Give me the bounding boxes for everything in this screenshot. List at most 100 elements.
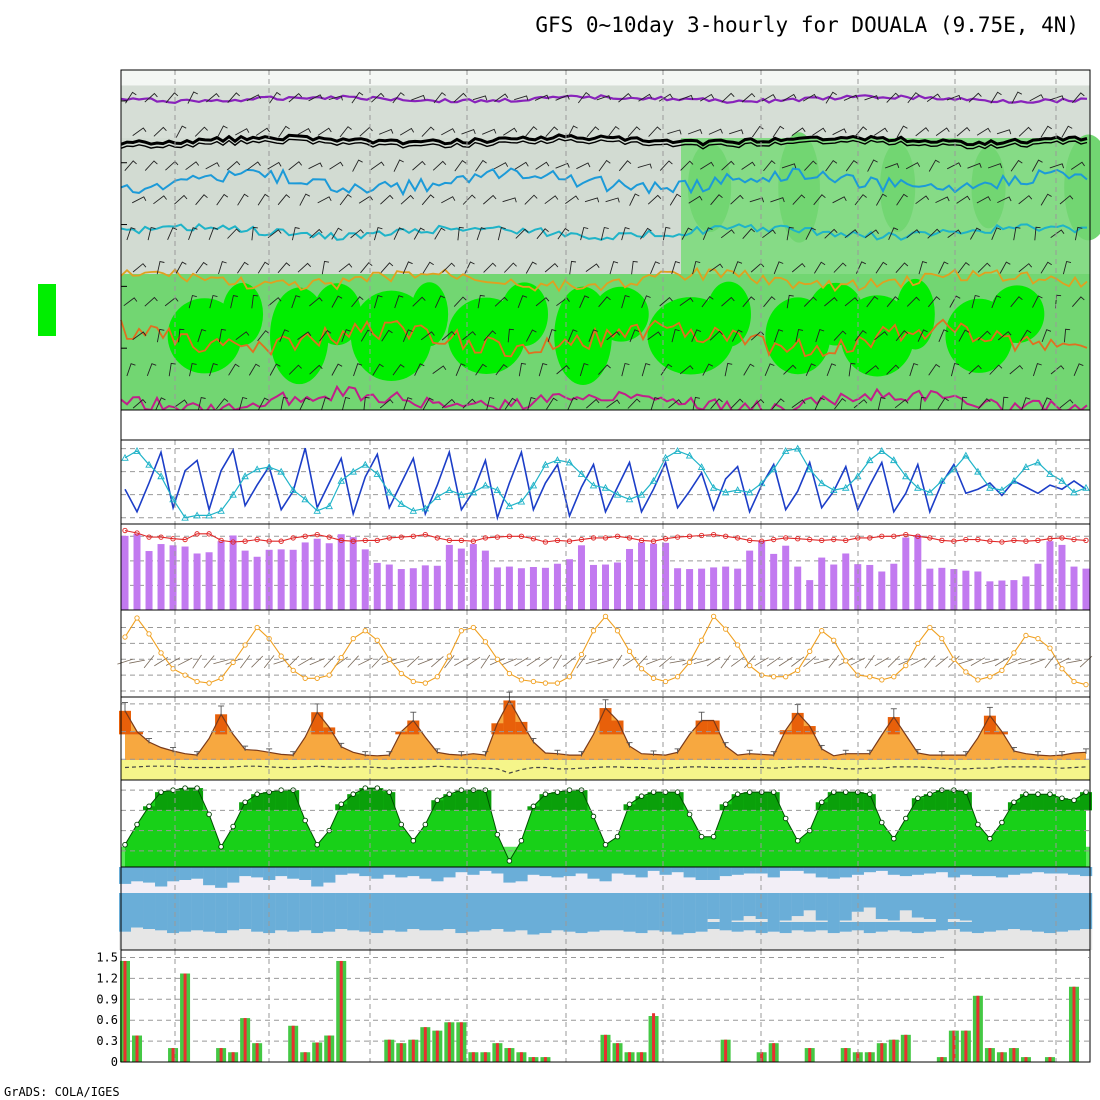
wind-barb xyxy=(825,91,837,104)
cape-bar xyxy=(614,562,622,610)
thickness-marker xyxy=(253,465,261,473)
wind-speed-marker xyxy=(158,650,164,656)
cloud-bar-high xyxy=(335,867,348,875)
wind-barb-10m xyxy=(501,658,517,666)
cloud-gap xyxy=(299,930,312,950)
cloud-bar-middle xyxy=(227,893,240,922)
cape-bar xyxy=(1034,563,1042,610)
lifted-index-marker xyxy=(254,536,260,543)
wind-barb xyxy=(486,396,495,411)
cape-bar xyxy=(770,553,778,610)
wind-barb xyxy=(960,396,968,411)
wind-barb xyxy=(833,262,847,273)
precip-convective-bar xyxy=(976,995,980,1062)
wind-speed-marker xyxy=(230,659,236,666)
wind-barb-10m xyxy=(1018,659,1034,665)
wind-barb xyxy=(763,296,776,308)
cloud-bar-high xyxy=(383,867,396,875)
wind-barb xyxy=(978,398,991,410)
cloud-bar-low xyxy=(347,922,360,931)
wind-barb xyxy=(854,194,867,206)
wind-barb xyxy=(441,398,456,409)
rh-high-band xyxy=(923,794,936,811)
wind-barb xyxy=(329,161,344,170)
wind-speed-marker xyxy=(999,667,1005,674)
wind-barb xyxy=(278,125,290,138)
thickness-marker xyxy=(373,469,382,477)
cape-bar xyxy=(313,538,321,610)
thickness-marker xyxy=(986,483,994,491)
thickness-marker xyxy=(613,490,622,498)
wind-barb xyxy=(761,93,776,102)
wind-barb xyxy=(126,227,136,241)
wind-speed-marker xyxy=(146,631,152,637)
wind-barb xyxy=(1031,159,1043,172)
lifted-index-marker xyxy=(230,539,236,545)
rh-marker xyxy=(1011,799,1017,806)
wind-barb xyxy=(442,262,456,273)
wind-barb xyxy=(556,364,570,375)
cloud-gap xyxy=(827,933,840,950)
cloud-bar-low xyxy=(455,922,468,934)
thickness-marker xyxy=(962,451,970,459)
precip-convective-bar xyxy=(1048,1057,1052,1062)
thickness-marker xyxy=(553,456,562,464)
precip-convective-bar xyxy=(411,1039,415,1062)
lifted-index-marker xyxy=(434,535,440,541)
wind-speed-marker xyxy=(903,662,909,669)
cape-bar xyxy=(157,544,165,610)
wind-barb xyxy=(732,329,743,342)
thickness-marker xyxy=(601,483,610,491)
rh-marker xyxy=(134,821,140,828)
wind-barb xyxy=(411,94,426,101)
wind-barb-10m xyxy=(850,657,866,666)
wind-barb xyxy=(454,159,467,172)
precip-convective-bar xyxy=(1072,986,1076,1062)
cloud-bar-low xyxy=(167,922,180,934)
wind-barb xyxy=(909,363,919,377)
rh-marker xyxy=(963,789,969,795)
cloud-gap xyxy=(983,931,997,950)
precip-convective-bar xyxy=(387,1039,391,1062)
cloud-bar-high xyxy=(635,867,648,878)
wind-barb xyxy=(132,398,147,409)
wind-speed-marker xyxy=(278,653,284,659)
cloud-bar-middle xyxy=(719,893,732,922)
thickness-marker xyxy=(733,486,742,494)
lifted-index-marker xyxy=(446,537,452,544)
wind-barb xyxy=(743,363,755,376)
lifted-index-marker xyxy=(158,534,164,540)
cloud-gap xyxy=(431,930,444,950)
lifted-index-marker xyxy=(686,533,693,539)
cloud-bar-low xyxy=(155,922,168,931)
wind-barb-10m xyxy=(514,657,529,667)
cloud-gap xyxy=(491,929,504,950)
wind-barb-10m xyxy=(393,659,410,665)
cloud-bar-low xyxy=(887,922,900,931)
wind-barb xyxy=(1010,159,1023,172)
cloud-bar-high xyxy=(935,867,949,873)
cape-bar xyxy=(1070,566,1078,610)
wind-speed-marker xyxy=(747,662,753,669)
cloud-gap xyxy=(191,930,204,950)
rh-marker xyxy=(614,833,621,840)
wind-speed-marker xyxy=(1023,632,1029,639)
wind-barb xyxy=(938,261,949,274)
wind-barb xyxy=(1049,163,1065,169)
wind-barb xyxy=(230,294,238,309)
cloud-bar-middle xyxy=(875,893,888,920)
thickness-marker xyxy=(277,467,285,475)
precip-convective-bar xyxy=(868,1052,872,1062)
cloud-bar-low xyxy=(215,922,228,934)
wind-speed-marker xyxy=(422,680,428,686)
cloud-gap xyxy=(335,929,348,950)
wind-speed-marker xyxy=(662,678,669,685)
cloud-bar-high xyxy=(731,867,744,875)
wind-barb-10m xyxy=(669,659,686,664)
thickness-marker xyxy=(890,456,898,464)
wind-barb xyxy=(422,397,434,410)
rh-bright-blob xyxy=(410,282,449,347)
cloud-bar-low xyxy=(851,922,864,931)
cape-bar xyxy=(493,567,501,610)
wind-barb-10m xyxy=(129,659,145,664)
